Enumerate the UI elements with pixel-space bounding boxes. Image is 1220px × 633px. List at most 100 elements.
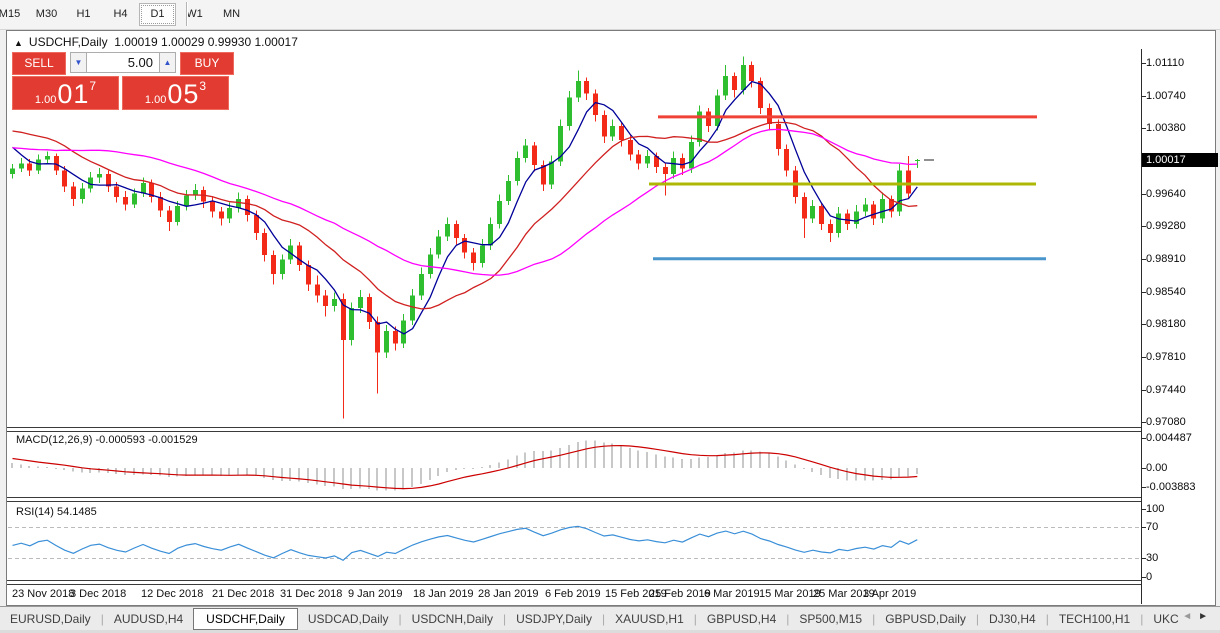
tab-separator: | xyxy=(872,612,876,626)
chart-tab-usdcad-daily[interactable]: USDCAD,Daily xyxy=(307,612,389,626)
chart-tab-dj30-h4[interactable]: DJ30,H4 xyxy=(989,612,1036,626)
buy-price-small: 1.00 xyxy=(144,94,167,106)
date-axis-label: 28 Jan 2019 xyxy=(478,588,539,600)
price-axis-tick xyxy=(1141,422,1146,423)
tab-separator: | xyxy=(975,612,980,626)
macd-name: MACD(12,26,9) xyxy=(16,434,93,446)
one-click-trade-panel: SELL ▼ 5.00 ▲ BUY 1.00 01 7 1.00 05 3 xyxy=(12,52,234,110)
ohlc-close: 1.00017 xyxy=(254,35,298,49)
sell-price-display[interactable]: 1.00 01 7 xyxy=(12,76,119,110)
tab-scroll-right-icon[interactable]: ► xyxy=(1198,611,1214,622)
tab-separator: | xyxy=(398,612,402,626)
date-axis-label: 9 Jan 2019 xyxy=(348,588,403,600)
macd-label: MACD(12,26,9) -0.000593 -0.001529 xyxy=(16,434,198,446)
chart-tab-tech100-h1[interactable]: TECH100,H1 xyxy=(1058,612,1131,626)
price-axis-tick xyxy=(1141,357,1146,358)
macdaxis-tick xyxy=(1141,438,1146,439)
chart-tab-eurusd-daily[interactable]: EURUSD,Daily xyxy=(10,612,91,626)
chart-title: ▲ USDCHF,Daily 1.00019 1.00029 0.99930 1.… xyxy=(14,35,298,49)
ohlc-low: 0.99930 xyxy=(207,35,252,49)
tab-separator: | xyxy=(503,612,507,626)
rsiaxis-tick xyxy=(1141,577,1146,578)
chart-tab-ukc[interactable]: UKC xyxy=(1153,612,1179,626)
timeframe-button-m30[interactable]: M30 xyxy=(35,8,58,20)
date-axis-label: 21 Dec 2018 xyxy=(212,588,275,600)
price-axis-label: 0.98910 xyxy=(1146,253,1186,265)
price-axis-label: 0.98540 xyxy=(1146,286,1186,298)
date-axis-label: 23 Nov 2018 xyxy=(12,588,75,600)
chart-tab-sp500-m15[interactable]: SP500,M15 xyxy=(799,612,863,626)
date-axis-label: 15 Feb 2019 xyxy=(605,588,667,600)
tab-separator: | xyxy=(1140,612,1144,626)
rsi-panel-separator[interactable] xyxy=(7,497,1141,502)
timeframe-toolbar: M15 M30 H1 H4 D1 W1 MN xyxy=(0,0,1220,30)
tab-separator: | xyxy=(693,612,697,626)
date-axis-label: 25 Feb 2019 xyxy=(649,588,711,600)
tab-scroll-left-icon[interactable]: ◄ xyxy=(1182,611,1199,622)
volume-decrease-button[interactable]: ▼ xyxy=(70,52,87,73)
chart-tab-usdchf-daily[interactable]: USDCHF,Daily xyxy=(193,607,298,630)
date-axis-label: 3 Apr 2019 xyxy=(863,588,917,600)
price-axis-label: 0.97810 xyxy=(1146,351,1186,363)
timeframe-button-h1[interactable]: H1 xyxy=(76,8,91,20)
price-axis-label: 0.99280 xyxy=(1146,220,1186,232)
timeframe-button-w1[interactable]: W1 xyxy=(186,8,203,20)
macdaxis-label: -0.003883 xyxy=(1146,481,1196,493)
tab-separator: | xyxy=(100,612,104,626)
ohlc-open: 1.00019 xyxy=(114,35,158,49)
chart-tab-usdjpy-daily[interactable]: USDJPY,Daily xyxy=(516,612,592,626)
price-axis-tick xyxy=(1141,292,1146,293)
current-price-tag: 1.00017 xyxy=(1142,153,1218,167)
price-axis-label: 1.00380 xyxy=(1146,122,1186,134)
date-axis-label: 6 Mar 2019 xyxy=(704,588,760,600)
tab-separator: | xyxy=(1045,612,1049,626)
date-axis-label: 15 Mar 2019 xyxy=(759,588,821,600)
rsiaxis-label: 0 xyxy=(1146,571,1153,583)
sell-price-small: 1.00 xyxy=(34,94,57,106)
price-axis-label: 0.99640 xyxy=(1146,188,1186,200)
price-axis-tick xyxy=(1141,63,1146,64)
sell-price-big: 01 xyxy=(57,79,90,109)
price-axis-tick xyxy=(1141,96,1146,97)
macd-panel-separator[interactable] xyxy=(7,427,1141,432)
timeframe-button-d1[interactable]: D1 xyxy=(139,3,176,26)
price-axis-label: 0.97080 xyxy=(1146,416,1186,428)
date-axis-label: 25 Mar 2019 xyxy=(813,588,875,600)
rsi-label: RSI(14) 54.1485 xyxy=(16,506,97,518)
chart-tab-gbpusd-h4[interactable]: GBPUSD,H4 xyxy=(706,612,777,626)
tab-separator: | xyxy=(601,612,606,626)
rsiaxis-tick xyxy=(1141,509,1146,510)
price-axis-tick xyxy=(1141,259,1146,260)
buy-price-display[interactable]: 1.00 05 3 xyxy=(122,76,229,110)
buy-price-big: 05 xyxy=(167,79,200,109)
macd-main-value: -0.000593 xyxy=(95,434,146,446)
rsiaxis-label: 30 xyxy=(1146,552,1159,564)
date-axis-label: 31 Dec 2018 xyxy=(280,588,343,600)
chart-tab-xauusd-h1[interactable]: XAUUSD,H1 xyxy=(615,612,684,626)
date-axis-label: 18 Jan 2019 xyxy=(413,588,474,600)
sell-price-sup: 7 xyxy=(89,79,97,93)
timeframe-button-h4[interactable]: H4 xyxy=(113,8,128,20)
price-axis-label: 0.98180 xyxy=(1146,318,1186,330)
price-axis-label: 0.97440 xyxy=(1146,384,1186,396)
price-axis-tick xyxy=(1141,390,1146,391)
rsi-value: 54.1485 xyxy=(56,506,97,518)
symbol-period-label: USDCHF,Daily xyxy=(28,35,108,49)
buy-button[interactable]: BUY xyxy=(180,52,234,75)
chart-tab-gbpusd-daily[interactable]: GBPUSD,Daily xyxy=(885,612,966,626)
date-axis: 23 Nov 2018 3 Dec 2018 12 Dec 2018 21 Dec 2… xyxy=(7,585,1141,603)
toolbar-separator xyxy=(186,2,188,26)
timeframe-button-mn[interactable]: MN xyxy=(222,8,241,20)
rsiaxis-tick xyxy=(1141,558,1146,559)
volume-increase-button[interactable]: ▲ xyxy=(159,52,176,73)
volume-input[interactable]: 5.00 xyxy=(87,52,159,73)
price-axis-tick xyxy=(1141,194,1146,195)
sell-button[interactable]: SELL xyxy=(12,52,66,75)
rsiaxis-label: 70 xyxy=(1146,521,1159,533)
chart-tab-usdcnh-daily[interactable]: USDCNH,Daily xyxy=(411,612,494,626)
timeframe-button-m15[interactable]: M15 xyxy=(0,8,21,20)
timeframe-buttons: M15 M30 H1 H4 D1 W1 MN xyxy=(0,3,250,26)
chart-tab-audusd-h4[interactable]: AUDUSD,H4 xyxy=(113,612,184,626)
collapse-triangle-icon[interactable]: ▲ xyxy=(14,38,23,48)
macdaxis-label: 0.00 xyxy=(1146,462,1168,474)
